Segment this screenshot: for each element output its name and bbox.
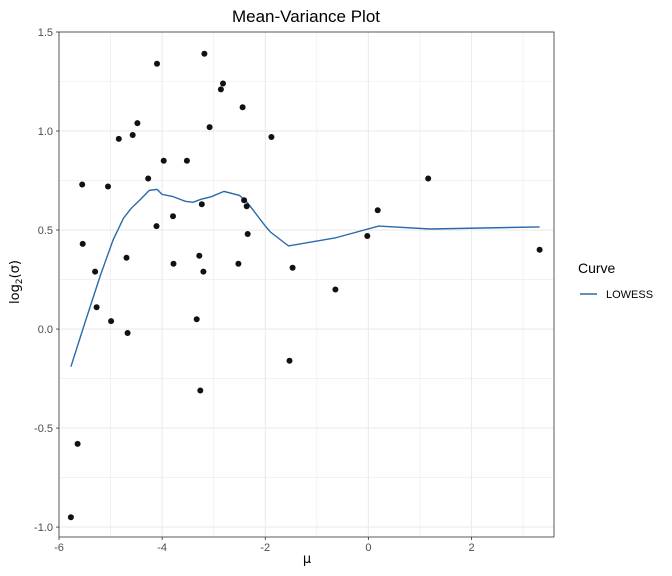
grid-minor (59, 32, 554, 537)
data-point (268, 134, 275, 140)
data-point (108, 318, 115, 325)
data-point (129, 132, 136, 138)
y-axis-label-suffix: (σ) (8, 260, 23, 278)
y-tick-label: 0.0 (38, 324, 53, 336)
x-tick-label: -2 (260, 542, 270, 554)
data-point (201, 50, 208, 57)
data-point (105, 183, 111, 190)
data-point (183, 157, 190, 164)
chart-title: Mean-Variance Plot (232, 7, 380, 26)
panel-border (58, 31, 555, 538)
legend: Curve LOWESS (578, 260, 653, 301)
legend-label-lowess: LOWESS (606, 289, 653, 301)
x-axis: -6 -4 -2 0 2 (54, 537, 475, 554)
data-point (193, 316, 200, 323)
data-point (206, 124, 213, 131)
data-point (92, 268, 99, 275)
y-tick-label: 0.5 (38, 225, 53, 237)
y-tick-label: -0.5 (34, 423, 53, 435)
plot-panel (58, 31, 555, 538)
data-point (364, 233, 371, 239)
x-tick-label: -6 (54, 542, 64, 554)
x-axis-label: μ (303, 552, 311, 567)
data-points (67, 50, 543, 521)
data-point (153, 223, 160, 230)
y-axis-label-sub: 2 (15, 278, 25, 284)
data-point (134, 120, 141, 127)
y-axis-label: log2(σ) (8, 260, 25, 304)
data-point (124, 330, 131, 336)
data-point (196, 252, 203, 259)
data-point (244, 231, 251, 237)
y-tick-label: 1.0 (38, 126, 53, 138)
lowess-curve (70, 188, 540, 367)
data-point (115, 135, 122, 142)
data-point (235, 260, 242, 267)
x-tick-label: 2 (468, 542, 474, 554)
data-point (243, 203, 250, 210)
y-axis: -1.0 -0.5 0.0 0.5 1.0 1.5 (34, 27, 59, 534)
data-point (79, 240, 86, 247)
data-point (241, 197, 248, 204)
data-point (289, 264, 296, 271)
data-point (93, 304, 100, 311)
data-point (123, 254, 130, 261)
data-point (200, 268, 207, 275)
legend-title: Curve (578, 260, 616, 276)
y-tick-label: -1.0 (34, 522, 53, 534)
data-point (374, 207, 381, 214)
data-point (239, 104, 246, 111)
data-point (79, 181, 86, 188)
data-point (536, 246, 543, 253)
data-point (217, 86, 224, 93)
data-point (145, 175, 152, 182)
data-point (160, 157, 167, 164)
data-point (425, 175, 432, 182)
data-point (286, 357, 293, 364)
data-point (74, 440, 81, 447)
y-tick-label: 1.5 (38, 27, 53, 39)
data-point (332, 286, 339, 293)
grid-major (58, 31, 554, 537)
data-point (67, 514, 74, 521)
data-point (170, 260, 177, 267)
x-tick-label: 0 (365, 542, 371, 554)
data-point (154, 60, 160, 67)
data-point (198, 201, 205, 208)
y-axis-label-prefix: log (8, 284, 23, 304)
x-tick-label: -4 (157, 542, 167, 554)
data-point (197, 387, 204, 394)
data-point (220, 80, 226, 87)
data-point (170, 213, 176, 220)
